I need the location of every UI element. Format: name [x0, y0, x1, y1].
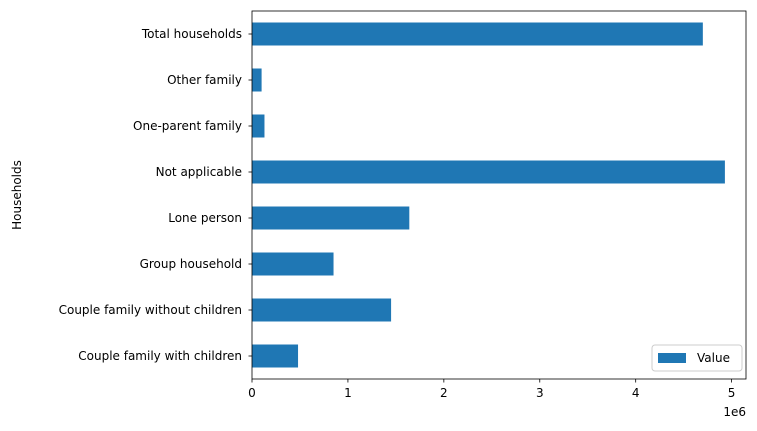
- y-tick-label: One-parent family: [133, 119, 242, 133]
- x-tick-label: 1: [344, 386, 352, 400]
- x-tick-label: 2: [440, 386, 448, 400]
- y-tick-label: Not applicable: [156, 165, 242, 179]
- y-tick-label: Group household: [140, 257, 242, 271]
- y-tick-label: Couple family without children: [59, 303, 242, 317]
- x-tick-label: 5: [728, 386, 736, 400]
- bars-group: [252, 22, 725, 368]
- bar-group-household: [252, 252, 334, 276]
- legend-box: [651, 344, 743, 372]
- bar-total-households: [252, 22, 703, 46]
- y-axis-ticks: Couple family with children Couple family…: [59, 27, 252, 363]
- x-tick-label: 0: [248, 386, 256, 400]
- bar-other-family: [252, 68, 262, 92]
- y-tick-label: Lone person: [168, 211, 242, 225]
- x-tick-label: 3: [536, 386, 544, 400]
- bar-couple-family-without-children: [252, 298, 392, 322]
- bar-not-applicable: [252, 160, 725, 184]
- y-axis-label: Households: [10, 160, 24, 230]
- x-axis-offset-label: 1e6: [723, 405, 746, 419]
- bar-couple-family-with-children: [252, 344, 299, 368]
- y-tick-label: Total households: [141, 27, 242, 41]
- legend-entry: Value: [697, 351, 730, 365]
- bar-one-parent-family: [252, 114, 265, 138]
- x-tick-label: 4: [632, 386, 640, 400]
- plot-frame: [251, 10, 747, 380]
- x-axis-ticks: 0 1 2 3 4 5: [248, 379, 735, 400]
- legend-swatch: [658, 353, 686, 363]
- bar-lone-person: [252, 206, 410, 230]
- legend: Value: [651, 344, 743, 372]
- y-tick-label: Couple family with children: [78, 349, 242, 363]
- y-tick-label: Other family: [167, 73, 242, 87]
